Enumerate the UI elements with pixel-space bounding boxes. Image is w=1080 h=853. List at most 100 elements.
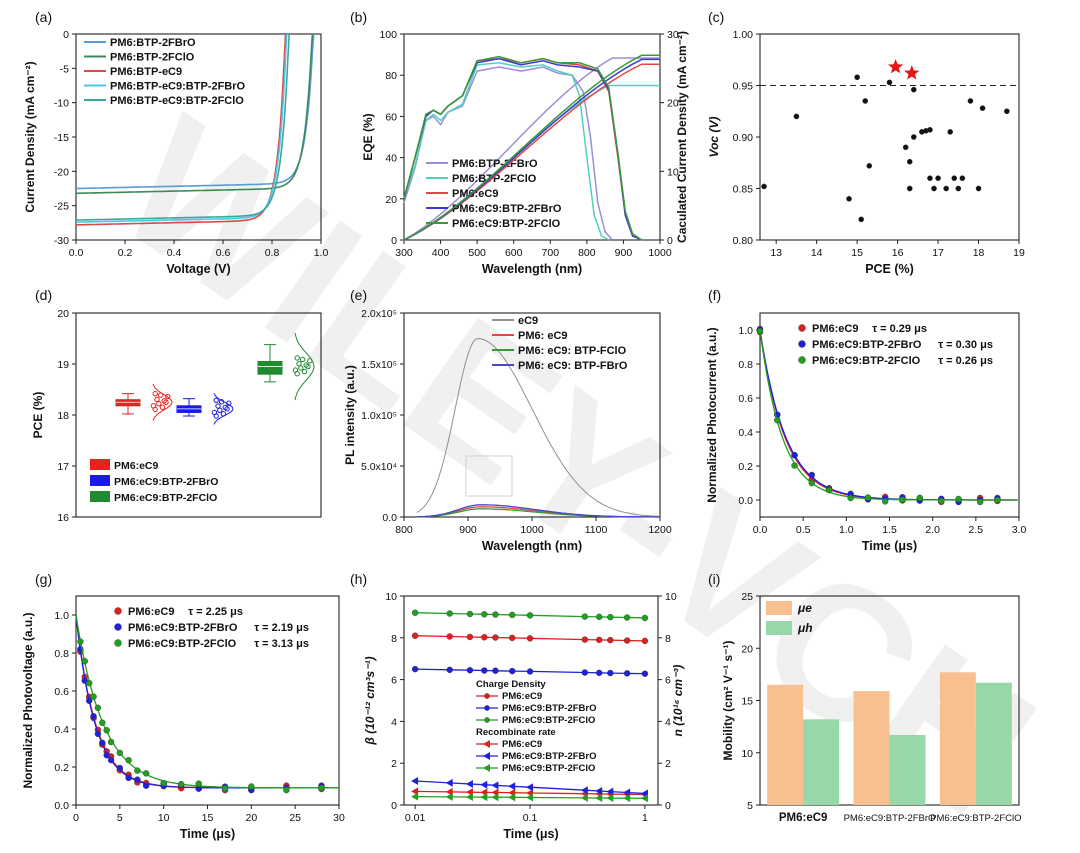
y-tick-label: 0.0 xyxy=(382,512,397,524)
y-axis-label: PCE (%) xyxy=(31,392,45,439)
legend-tau-label: τ = 3.13 μs xyxy=(254,638,309,650)
data-point-triangle xyxy=(445,778,453,787)
x-tick-label: 700 xyxy=(542,247,560,259)
data-point xyxy=(955,495,962,503)
data-point xyxy=(526,612,534,619)
legend-label: PM6:BTP-eC9:BTP-2FClO xyxy=(110,95,244,107)
y-tick-label: 0.2 xyxy=(738,461,753,473)
box-body xyxy=(115,399,141,407)
data-point xyxy=(90,713,97,720)
legend-label: PM6:eC9 xyxy=(812,323,858,335)
data-point xyxy=(492,667,499,674)
panel-label: (e) xyxy=(350,287,367,303)
legend-label: PM6:eC9:BTP-2FClO xyxy=(452,218,561,230)
pl-curve xyxy=(416,504,660,518)
data-point xyxy=(858,216,864,223)
plot-frame xyxy=(403,33,661,241)
y-tick-label: 5.0x10⁴ xyxy=(361,461,397,473)
fit-curve xyxy=(759,329,1018,501)
y-tick-label: 0.6 xyxy=(54,686,69,698)
eqe-curve xyxy=(403,66,614,241)
x-tick-label: 13 xyxy=(770,247,782,259)
data-point xyxy=(509,634,516,642)
y-tick-label: 0.0 xyxy=(54,800,69,812)
data-point xyxy=(595,636,603,644)
data-point xyxy=(808,471,815,479)
box-jitter-point xyxy=(154,396,160,403)
data-point xyxy=(862,98,869,104)
y-tick-label: 20 xyxy=(57,308,69,320)
x-tick-label: 17 xyxy=(932,247,944,259)
y-tick-label: 0.0 xyxy=(738,495,753,507)
data-point xyxy=(85,679,93,687)
x-axis-label: Time (μs) xyxy=(503,827,558,841)
x-tick-label: 900 xyxy=(459,524,477,536)
data-point xyxy=(927,126,933,133)
data-point-triangle xyxy=(445,787,453,796)
data-point xyxy=(975,185,982,192)
y-axis-label: Normalized Photovoltage (a.u.) xyxy=(21,612,35,788)
pl-curve xyxy=(416,337,661,517)
box-jitter-point xyxy=(217,407,223,414)
data-point xyxy=(798,324,806,332)
x-tick-label: 1.0 xyxy=(839,524,854,536)
y-tick-label: 4 xyxy=(391,716,397,728)
y-tick-label: -20 xyxy=(54,166,69,178)
data-point xyxy=(411,632,419,639)
data-point xyxy=(864,494,872,501)
eqe-curve xyxy=(403,55,643,241)
x-tick-label: 0.5 xyxy=(796,524,811,536)
data-point xyxy=(910,134,917,140)
jv-curve xyxy=(76,33,288,223)
data-point xyxy=(526,635,534,642)
x-tick-label: 1200 xyxy=(648,524,672,536)
data-point xyxy=(976,498,984,506)
legend-label: PM6:eC9:BTP-2FBrO xyxy=(452,203,562,215)
data-point xyxy=(466,667,474,674)
legend-label: μe xyxy=(797,601,812,615)
x-tick-label: 2.0 xyxy=(925,524,940,536)
y-tick-label: 10 xyxy=(741,748,753,760)
data-point xyxy=(481,667,488,674)
data-point xyxy=(641,614,649,622)
data-point xyxy=(947,129,954,135)
x-axis-label: Wavelength (nm) xyxy=(482,262,582,276)
data-point xyxy=(103,727,110,734)
data-point xyxy=(446,633,453,640)
data-point xyxy=(81,657,88,665)
legend-label: PM6:BTP-2FClO xyxy=(110,52,195,64)
y-tick-label: 0.2 xyxy=(54,762,69,774)
y-tick-label: 20 xyxy=(385,194,397,206)
x-tick-label: 1.0 xyxy=(314,247,329,259)
data-point xyxy=(466,633,474,641)
data-point xyxy=(125,756,132,764)
data-point xyxy=(411,665,419,673)
legend-label: PM6:eC9:BTP-2FBrO xyxy=(502,751,597,762)
jv-curve xyxy=(76,33,287,226)
data-point-triangle xyxy=(580,793,588,802)
x-axis-label: Voltage (V) xyxy=(166,262,230,276)
chart-c-voc-pce: (c) 13 14 15 16 17 18 19 PCE (%) 0.80 0.85 0.90 0.95… xyxy=(707,9,1025,276)
chart-h-beta-n: (h) 0.01 0.1 1 Time (μs) 0 2 4 6 8 10 0 2 4 6 8 10 β (10⁻… xyxy=(350,571,685,841)
y-axis-label: Current Density (mA cm⁻²) xyxy=(23,61,37,212)
data-point xyxy=(641,670,649,677)
legend-label: PM6: eC9: BTP-FClO xyxy=(518,345,627,357)
box-jitter-point xyxy=(159,404,166,410)
y-tick-label: 1.0 xyxy=(54,610,69,622)
y-tick-label: -30 xyxy=(54,235,69,247)
data-point xyxy=(798,356,806,364)
box-jitter-point xyxy=(152,390,158,397)
y-tick-label: -5 xyxy=(60,63,69,75)
x-tick-label: 0.1 xyxy=(523,812,538,824)
data-point xyxy=(509,611,516,619)
y2-tick-label: 4 xyxy=(665,716,671,728)
legend-swatch xyxy=(90,491,110,502)
x-tick-label: 0.6 xyxy=(216,247,231,259)
data-point xyxy=(77,638,84,645)
data-point xyxy=(899,496,906,503)
panel-label: (h) xyxy=(350,571,367,587)
box-jitter-point xyxy=(301,368,308,375)
panel-label: (g) xyxy=(35,571,52,587)
